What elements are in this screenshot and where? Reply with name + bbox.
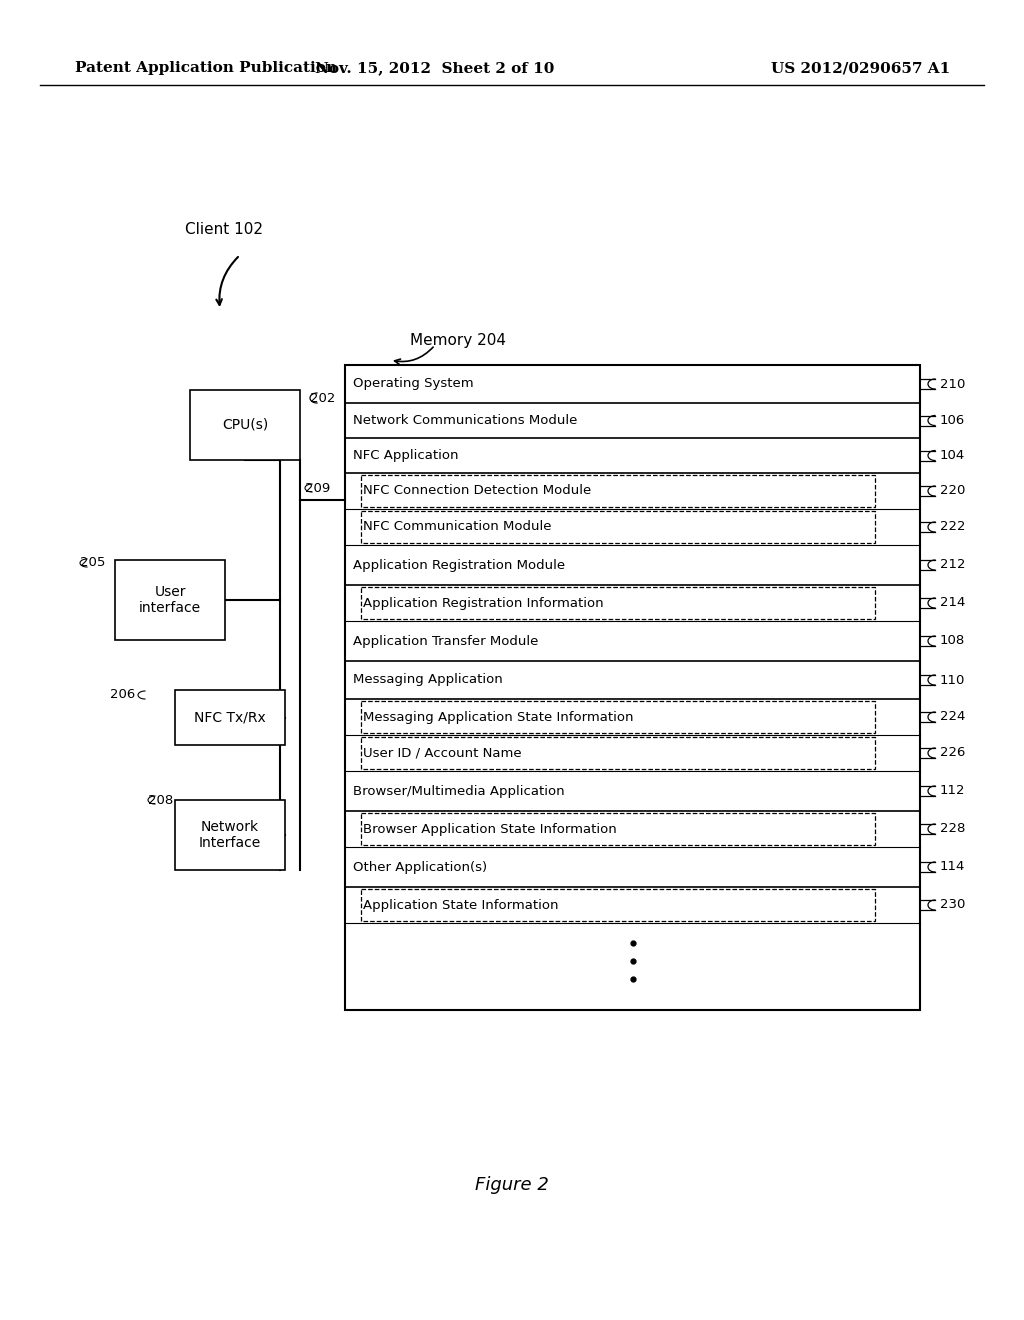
- Bar: [190, 389, 300, 459]
- Text: Messaging Application: Messaging Application: [353, 673, 503, 686]
- Text: Application State Information: Application State Information: [362, 899, 558, 912]
- Text: 104: 104: [940, 449, 966, 462]
- Text: Network Communications Module: Network Communications Module: [353, 414, 578, 426]
- Text: 114: 114: [940, 861, 966, 874]
- Text: 220: 220: [940, 484, 966, 498]
- Text: 226: 226: [940, 747, 966, 759]
- Text: 205: 205: [80, 557, 105, 569]
- Text: User
interface: User interface: [139, 585, 201, 615]
- Text: Memory 204: Memory 204: [410, 333, 506, 347]
- Text: Application Registration Information: Application Registration Information: [362, 597, 603, 610]
- Bar: [361, 475, 874, 507]
- Text: Operating System: Operating System: [353, 378, 474, 391]
- Text: NFC Application: NFC Application: [353, 449, 459, 462]
- Text: Browser/Multimedia Application: Browser/Multimedia Application: [353, 784, 564, 797]
- Text: 214: 214: [940, 597, 966, 610]
- Text: 208: 208: [148, 793, 173, 807]
- Text: CPU(s): CPU(s): [222, 418, 268, 432]
- Text: 222: 222: [940, 520, 966, 533]
- Text: Network
Interface: Network Interface: [199, 820, 261, 850]
- Text: NFC Tx/Rx: NFC Tx/Rx: [195, 710, 266, 725]
- Bar: [361, 888, 874, 921]
- Bar: [175, 690, 285, 744]
- Bar: [361, 701, 874, 733]
- Text: 108: 108: [940, 635, 966, 648]
- Text: 209: 209: [305, 482, 331, 495]
- Text: 210: 210: [940, 378, 966, 391]
- Bar: [115, 560, 225, 640]
- Text: 224: 224: [940, 710, 966, 723]
- Bar: [345, 366, 920, 1010]
- Text: Patent Application Publication: Patent Application Publication: [75, 61, 337, 75]
- Text: 228: 228: [940, 822, 966, 836]
- Text: Client 102: Client 102: [185, 223, 263, 238]
- Bar: [361, 511, 874, 543]
- Bar: [361, 813, 874, 845]
- Text: US 2012/0290657 A1: US 2012/0290657 A1: [771, 61, 950, 75]
- Text: 110: 110: [940, 673, 966, 686]
- Text: 212: 212: [940, 558, 966, 572]
- Text: Messaging Application State Information: Messaging Application State Information: [362, 710, 634, 723]
- Bar: [361, 587, 874, 619]
- Text: Application Registration Module: Application Registration Module: [353, 558, 565, 572]
- Text: NFC Connection Detection Module: NFC Connection Detection Module: [362, 484, 591, 498]
- Text: Browser Application State Information: Browser Application State Information: [362, 822, 616, 836]
- Bar: [361, 737, 874, 770]
- Text: Figure 2: Figure 2: [475, 1176, 549, 1195]
- Text: Nov. 15, 2012  Sheet 2 of 10: Nov. 15, 2012 Sheet 2 of 10: [315, 61, 555, 75]
- Text: 106: 106: [940, 414, 966, 426]
- Text: User ID / Account Name: User ID / Account Name: [362, 747, 521, 759]
- Text: NFC Communication Module: NFC Communication Module: [362, 520, 552, 533]
- Text: Other Application(s): Other Application(s): [353, 861, 487, 874]
- Bar: [175, 800, 285, 870]
- Text: 202: 202: [310, 392, 336, 404]
- Text: 230: 230: [940, 899, 966, 912]
- Text: Application Transfer Module: Application Transfer Module: [353, 635, 539, 648]
- Text: 206: 206: [110, 689, 135, 701]
- Text: 112: 112: [940, 784, 966, 797]
